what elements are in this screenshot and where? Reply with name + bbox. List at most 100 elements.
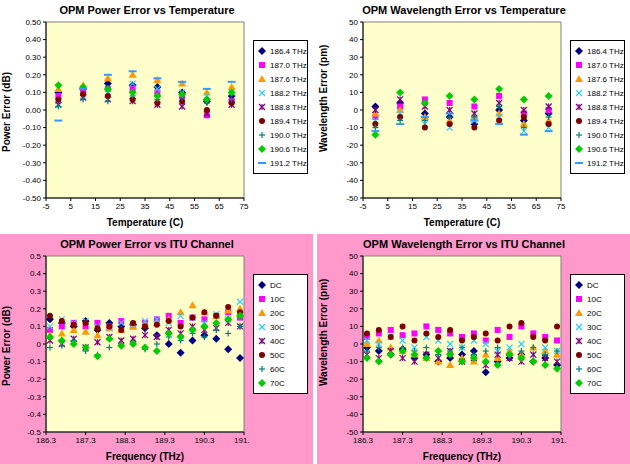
svg-text:Frequency (THz): Frequency (THz) (423, 451, 501, 462)
svg-text:50: 50 (349, 18, 358, 27)
html-text:188.2 THz: 188.2 THz (587, 88, 624, 98)
html-text:188.8 THz: 188.8 THz (270, 102, 307, 112)
svg-text:-0.1: -0.1 (27, 357, 41, 366)
svg-text:188.3: 188.3 (432, 436, 453, 445)
html-text:186.4 THz: 186.4 THz (270, 46, 307, 56)
svg-text:55: 55 (507, 202, 516, 211)
svg-text:40: 40 (349, 35, 358, 44)
svg-text:187.3: 187.3 (76, 436, 97, 445)
svg-text:-50: -50 (346, 428, 358, 437)
svg-text:45: 45 (165, 202, 174, 211)
svg-text:0.10: 0.10 (25, 88, 41, 97)
svg-text:190.3: 190.3 (194, 436, 215, 445)
svg-text:25: 25 (116, 202, 125, 211)
svg-text:0: 0 (37, 340, 42, 349)
svg-text:-20: -20 (346, 375, 358, 384)
svg-text:5: 5 (386, 202, 391, 211)
html-text:OPM Power Error vs Temperature: OPM Power Error vs Temperature (59, 4, 235, 16)
svg-text:-30: -30 (346, 159, 358, 168)
svg-text:Frequency (THz): Frequency (THz) (106, 451, 184, 462)
svg-text:188.3: 188.3 (115, 436, 136, 445)
html-text:187.6 THz: 187.6 THz (587, 74, 624, 84)
svg-text:30: 30 (349, 53, 358, 62)
svg-text:50: 50 (349, 252, 358, 261)
svg-text:-5: -5 (42, 202, 50, 211)
html-text:OPM Power Error vs ITU Channel: OPM Power Error vs ITU Channel (60, 238, 234, 250)
svg-text:186.3: 186.3 (353, 436, 374, 445)
svg-text:-0.4: -0.4 (27, 410, 41, 419)
svg-text:Power Error (dB): Power Error (dB) (8, 306, 12, 386)
svg-text:Power Error (dB): Power Error (dB) (8, 72, 12, 152)
html-text:OPM Wavelength Error vs Temper: OPM Wavelength Error vs Temperature (362, 4, 566, 16)
svg-text:45: 45 (482, 202, 491, 211)
html-text:189.4 THz: 189.4 THz (270, 116, 307, 126)
svg-text:189.3: 189.3 (155, 436, 176, 445)
svg-text:35: 35 (458, 202, 467, 211)
html-text:188.8 THz: 188.8 THz (587, 102, 624, 112)
svg-text:189.3: 189.3 (472, 436, 493, 445)
html-text:186.4 THz: 186.4 THz (587, 46, 624, 56)
svg-text:0.50: 0.50 (25, 18, 41, 27)
svg-text:Temperature (C): Temperature (C) (424, 217, 501, 228)
svg-text:55: 55 (190, 202, 199, 211)
html-text:188.2 THz: 188.2 THz (270, 88, 307, 98)
svg-text:-0.5: -0.5 (27, 428, 41, 437)
svg-text:75: 75 (240, 202, 249, 211)
svg-text:0.2: 0.2 (30, 305, 42, 314)
svg-text:15: 15 (91, 202, 100, 211)
svg-text:35: 35 (141, 202, 150, 211)
svg-text:-5: -5 (359, 202, 367, 211)
svg-text:186.3: 186.3 (36, 436, 57, 445)
html-text:OPM Wavelength Error vs ITU Ch: OPM Wavelength Error vs ITU Channel (363, 238, 565, 250)
svg-text:5: 5 (69, 202, 74, 211)
svg-text:187.3: 187.3 (393, 436, 414, 445)
svg-text:-0.2: -0.2 (27, 375, 41, 384)
svg-text:190.3: 190.3 (511, 436, 532, 445)
html-text:191.2 THz: 191.2 THz (270, 158, 307, 168)
svg-text:-0.20: -0.20 (23, 141, 42, 150)
svg-text:10: 10 (349, 322, 358, 331)
html-text:187.6 THz: 187.6 THz (270, 74, 307, 84)
svg-text:Wavelength Error (pm): Wavelength Error (pm) (318, 45, 329, 152)
svg-text:30: 30 (349, 287, 358, 296)
svg-text:Temperature (C): Temperature (C) (107, 217, 184, 228)
svg-text:20: 20 (349, 305, 358, 314)
svg-text:0: 0 (354, 340, 359, 349)
svg-text:-0.50: -0.50 (23, 194, 42, 203)
svg-text:20: 20 (349, 71, 358, 80)
svg-text:15: 15 (408, 202, 417, 211)
svg-text:-10: -10 (346, 357, 358, 366)
svg-text:-20: -20 (346, 141, 358, 150)
html-text:190.0 THz: 190.0 THz (270, 130, 307, 140)
svg-text:191.3: 191.3 (234, 436, 250, 445)
svg-text:0.00: 0.00 (25, 106, 41, 115)
svg-text:0.30: 0.30 (25, 53, 41, 62)
svg-text:-0.10: -0.10 (23, 123, 42, 132)
svg-text:-30: -30 (346, 393, 358, 402)
svg-text:40: 40 (349, 269, 358, 278)
svg-text:0.4: 0.4 (30, 269, 42, 278)
html-text:190.6 THz: 190.6 THz (270, 144, 307, 154)
svg-text:75: 75 (557, 202, 566, 211)
html-text:187.0 THz: 187.0 THz (270, 60, 307, 70)
svg-text:65: 65 (215, 202, 224, 211)
svg-text:0.1: 0.1 (30, 322, 42, 331)
svg-text:-0.30: -0.30 (23, 159, 42, 168)
html-text:187.0 THz: 187.0 THz (587, 60, 624, 70)
svg-text:191.3: 191.3 (551, 436, 567, 445)
svg-text:-0.3: -0.3 (27, 393, 41, 402)
svg-text:-40: -40 (346, 176, 358, 185)
svg-text:-10: -10 (346, 123, 358, 132)
svg-text:65: 65 (532, 202, 541, 211)
svg-text:0.3: 0.3 (30, 287, 42, 296)
svg-text:Wavelength Error (pm): Wavelength Error (pm) (318, 279, 329, 386)
svg-text:0.5: 0.5 (30, 252, 42, 261)
svg-text:10: 10 (349, 88, 358, 97)
svg-text:-50: -50 (346, 194, 358, 203)
svg-text:0.20: 0.20 (25, 71, 41, 80)
svg-text:-0.40: -0.40 (23, 176, 42, 185)
svg-text:-40: -40 (346, 410, 358, 419)
svg-text:0.40: 0.40 (25, 35, 41, 44)
svg-text:0: 0 (354, 106, 359, 115)
svg-text:25: 25 (433, 202, 442, 211)
